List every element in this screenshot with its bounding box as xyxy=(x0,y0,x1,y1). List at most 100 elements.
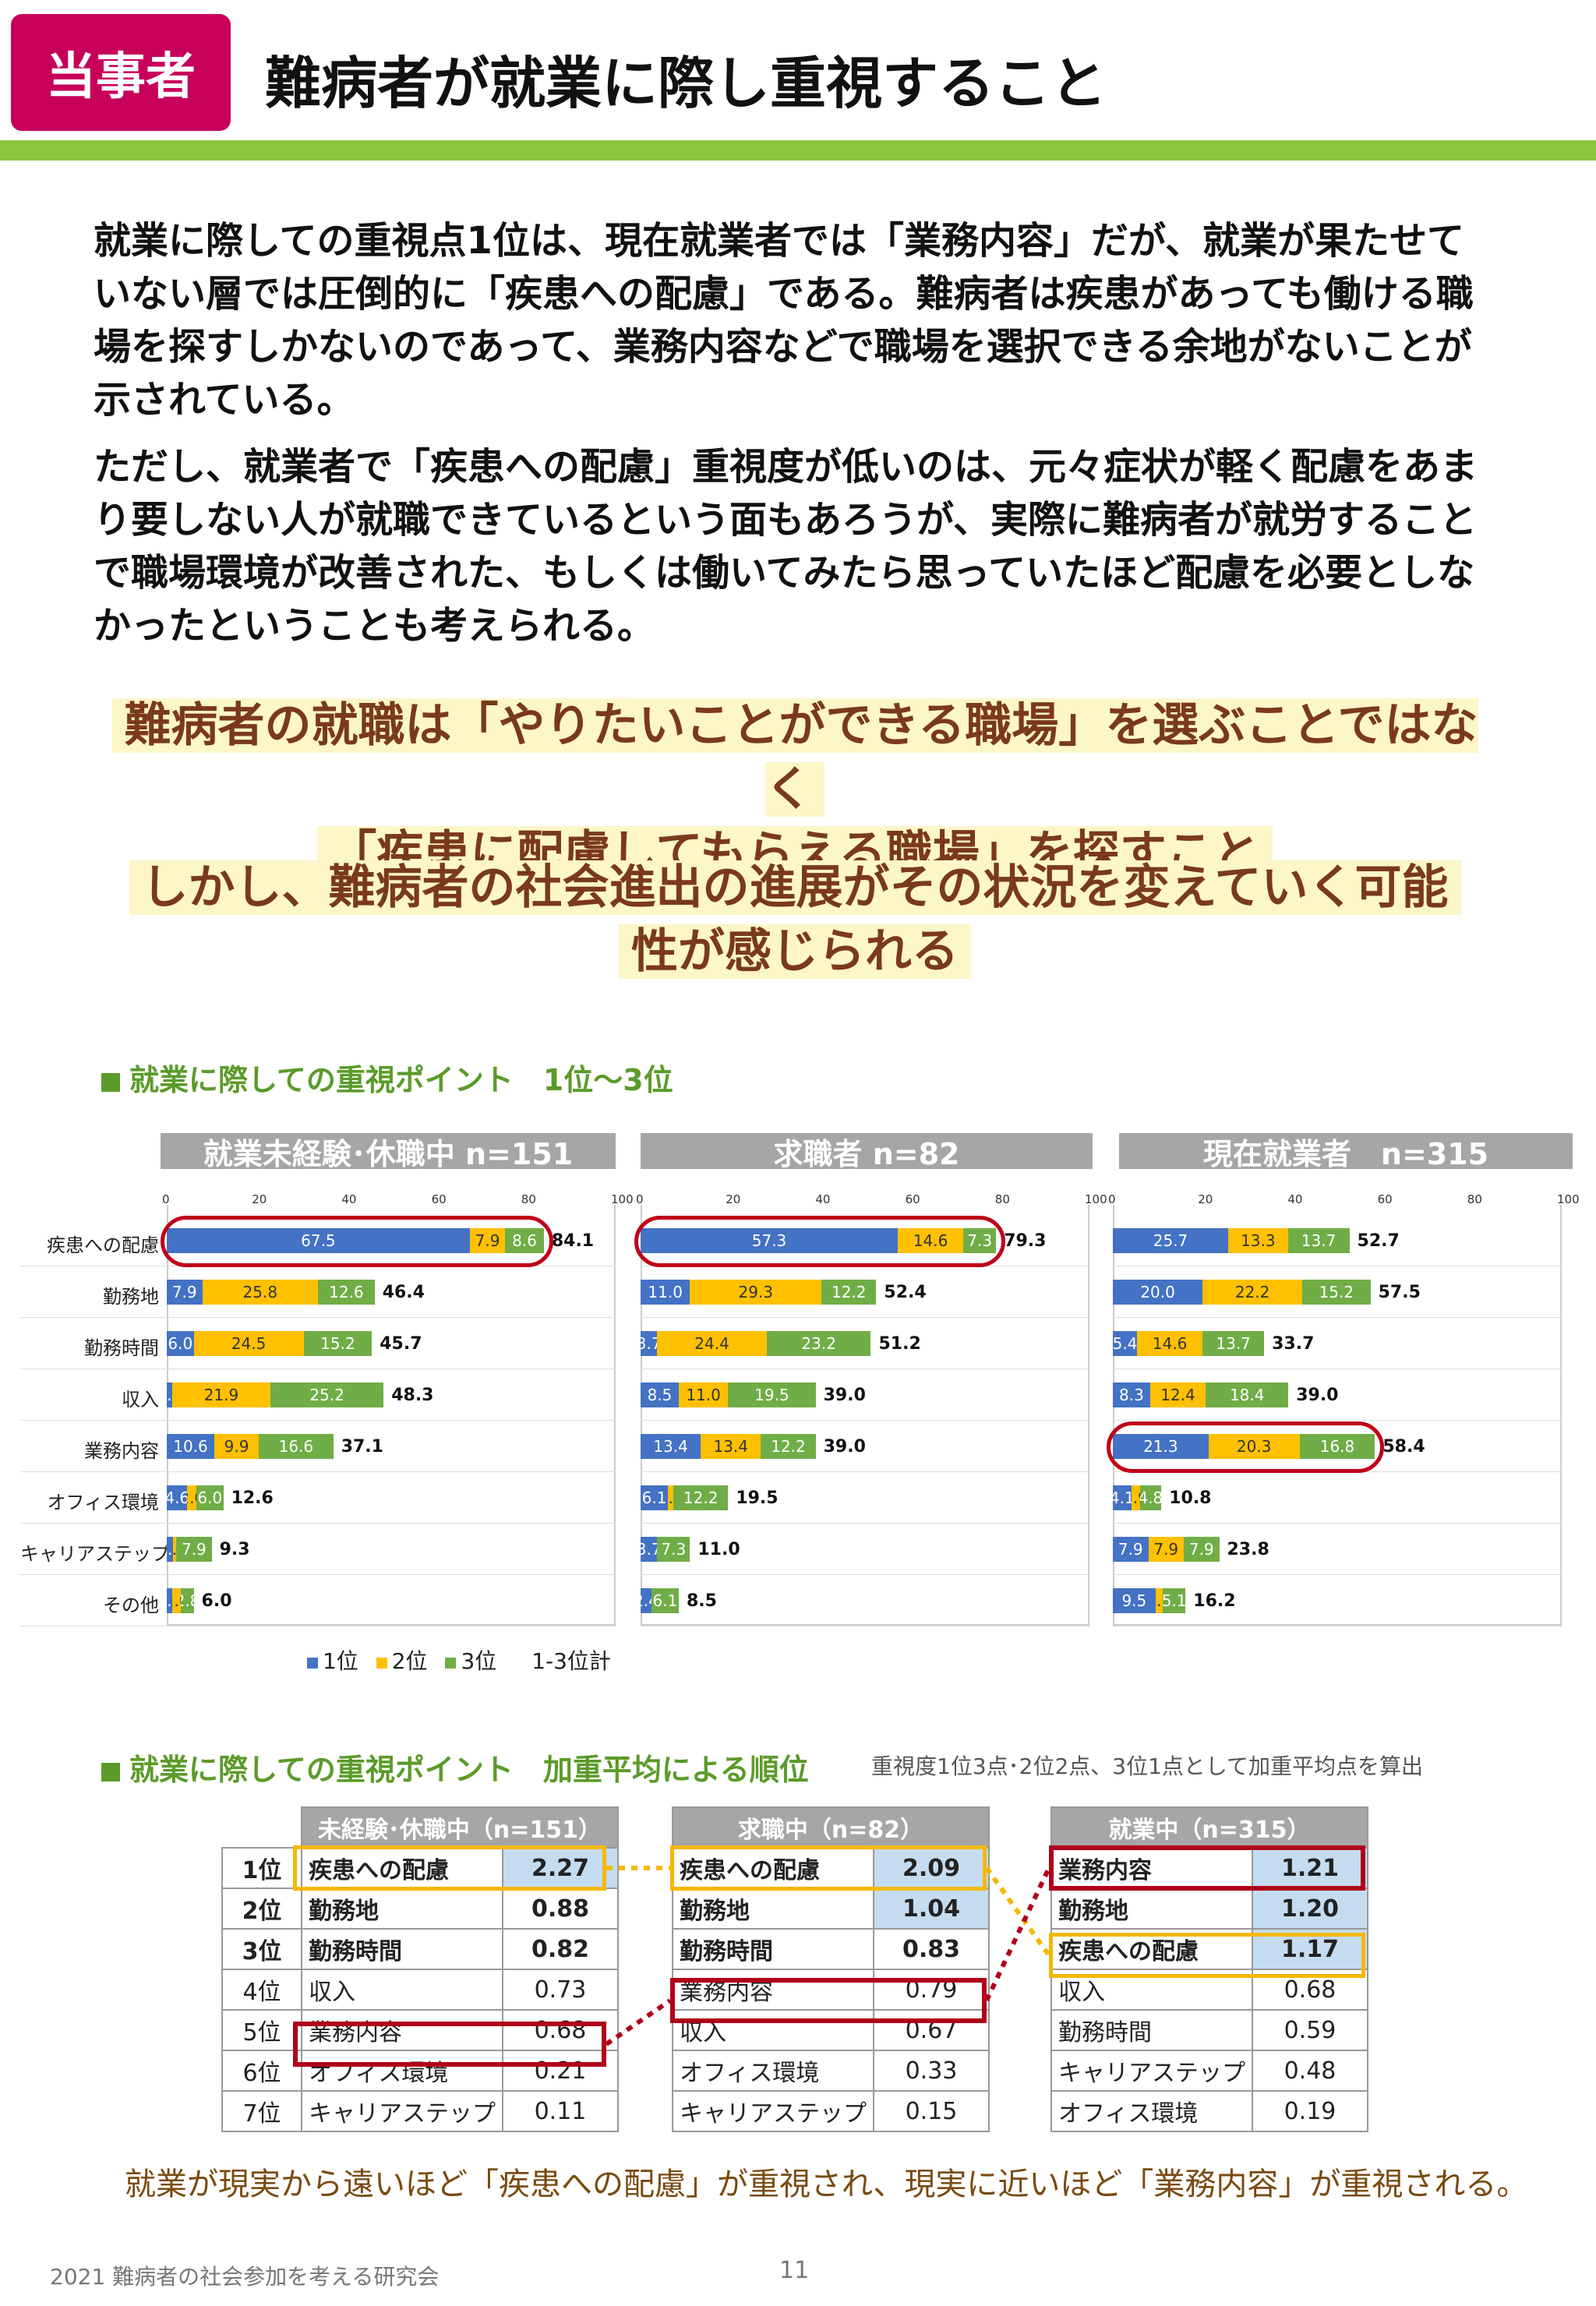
table-row: 4位 収入 0.73 xyxy=(221,1969,619,2011)
row-gridline xyxy=(20,1574,616,1575)
header-divider xyxy=(0,140,1596,161)
bar-segment-rank1: 13.4 xyxy=(641,1434,701,1459)
row-gridline xyxy=(20,1420,616,1421)
total-label: 8.5 xyxy=(686,1591,717,1611)
bar-segment-rank3: 2.8 xyxy=(181,1588,194,1613)
total-label: 58.4 xyxy=(1382,1437,1425,1457)
bar-segment-rank1: 7.9 xyxy=(1113,1537,1149,1562)
bar-segment-rank2: 25.8 xyxy=(202,1280,319,1305)
bar-segment-rank1: 4.1 xyxy=(1113,1485,1132,1510)
total-label: 46.4 xyxy=(382,1283,425,1302)
highlight-ring xyxy=(1107,1421,1385,1473)
item-cell: 勤務地 xyxy=(672,1888,874,1930)
value-cell: 0.19 xyxy=(1252,2090,1368,2132)
highlight-box-work-content xyxy=(670,1978,987,2023)
section-2-heading: 就業に際しての重視ポイント 加重平均による順位 xyxy=(101,1746,809,1789)
category-label: 疾患への配慮 xyxy=(47,1234,159,1256)
row-gridline xyxy=(20,1523,616,1524)
total-label: 79.3 xyxy=(1004,1231,1047,1251)
bar-segment-rank2: 21.9 xyxy=(171,1383,271,1407)
bar-segment-rank3: 6.1 xyxy=(651,1588,679,1613)
plot-area xyxy=(641,1205,1089,1626)
item-cell: 勤務時間 xyxy=(301,1928,503,1970)
bar-segment-rank1: 25.7 xyxy=(1113,1228,1229,1253)
rank-cell: 1位 xyxy=(221,1847,302,1889)
table-row: オフィス環境 0.33 xyxy=(672,2050,990,2092)
legend-rank1: 1位 xyxy=(323,1648,358,1674)
table-row: 7位 キャリアステップ 0.11 xyxy=(221,2090,619,2132)
bar-segment-rank1: 3.7 xyxy=(641,1331,658,1356)
row-gridline xyxy=(641,1471,1089,1472)
row-gridline xyxy=(641,1420,1089,1421)
table-header: 就業中（n=315） xyxy=(1050,1806,1368,1849)
item-cell: キャリアステップ xyxy=(672,2090,874,2132)
x-tick-label: 100 xyxy=(611,1192,634,1206)
bar-segment-rank3: 19.5 xyxy=(728,1383,816,1407)
item-cell: 収入 xyxy=(301,1969,503,2011)
bar-segment-rank2: 20.3 xyxy=(1208,1434,1300,1459)
total-label: 10.8 xyxy=(1169,1488,1212,1508)
chart-legend: 1位 2位 3位 1-3位計 xyxy=(296,1644,611,1676)
table-unemployed: 未経験･休職中（n=151） 1位 疾患への配慮 2.27 2位 勤務地 0.88 3位… xyxy=(221,1806,619,2132)
total-label: 48.3 xyxy=(391,1386,434,1405)
bar-segment-rank2: 13.4 xyxy=(701,1434,761,1459)
paragraph-1: 就業に際しての重視点1位は、現在就業者では「業務内容」だが、就業が果たせていない… xyxy=(94,219,1474,422)
item-cell: 勤務地 xyxy=(301,1888,503,1930)
bar-segment-rank3: 4.8 xyxy=(1139,1485,1162,1510)
connector-work-content-2 xyxy=(984,1866,1051,2002)
bar-segment-rank1: 5.4 xyxy=(1113,1331,1138,1356)
bar-segment-rank3: 7.9 xyxy=(1184,1537,1220,1562)
highlight-2-line-2: 性が感じられる xyxy=(619,924,971,979)
item-cell: 勤務地 xyxy=(1050,1888,1253,1930)
table-job-seekers: 求職中（n=82） 疾患への配慮 2.09 勤務地 1.04 勤務時間 0.83 業務… xyxy=(672,1806,990,2132)
legend-rank2: 2位 xyxy=(391,1648,428,1674)
category-label: オフィス環境 xyxy=(47,1492,159,1513)
bar-segment-rank3: 7.3 xyxy=(657,1537,690,1562)
chart-title-2: 求職者 n=82 xyxy=(641,1133,1093,1171)
value-cell: 0.11 xyxy=(502,2090,619,2132)
item-cell: キャリアステップ xyxy=(1050,2050,1253,2092)
weighting-note: 重視度1位3点･2位2点、3位1点として加重平均点を算出 xyxy=(871,1753,1424,1779)
rank-cell: 4位 xyxy=(221,1969,302,2011)
chart-title-3: 現在就業者 n=315 xyxy=(1119,1133,1573,1171)
total-label: 11.0 xyxy=(697,1540,740,1559)
total-label: 84.1 xyxy=(551,1231,595,1251)
total-label: 37.1 xyxy=(341,1437,383,1457)
x-tick-label: 60 xyxy=(905,1192,920,1206)
connector-disease-care-2 xyxy=(984,1866,1051,1957)
total-label: 33.7 xyxy=(1272,1334,1315,1354)
value-cell: 0.21 xyxy=(502,2050,619,2092)
paragraph-2: ただし、就業者で「疾患への配慮」重視度が低いのは、元々症状が軽く配慮をあまり要し… xyxy=(94,445,1478,648)
value-cell: 2.27 xyxy=(502,1847,619,1889)
value-cell: 0.33 xyxy=(873,2050,990,2092)
x-tick-label: 60 xyxy=(431,1192,447,1206)
total-label: 39.0 xyxy=(1296,1386,1339,1405)
bar-segment-rank2: 24.4 xyxy=(657,1331,767,1356)
rank-cell: 6位 xyxy=(221,2050,302,2092)
total-label: 23.8 xyxy=(1227,1540,1269,1559)
bar-segment-rank2: 14.6 xyxy=(1137,1331,1203,1356)
table-row: 勤務地 1.04 xyxy=(672,1888,990,1930)
value-cell: 0.88 xyxy=(502,1888,619,1930)
x-tick-label: 0 xyxy=(636,1192,644,1206)
total-label: 16.2 xyxy=(1193,1591,1236,1611)
bar-segment-rank2: 14.6 xyxy=(898,1228,964,1253)
x-tick-label: 80 xyxy=(521,1192,536,1206)
bar-segment-rank2: 22.2 xyxy=(1202,1280,1303,1305)
square-bullet-icon xyxy=(101,1072,120,1092)
row-gridline xyxy=(1113,1317,1562,1318)
table-row: 2位 勤務地 0.88 xyxy=(221,1888,619,1930)
value-cell: 0.59 xyxy=(1252,2009,1368,2051)
x-tick-label: 80 xyxy=(1467,1192,1482,1206)
x-tick-label: 100 xyxy=(1085,1192,1107,1206)
connector-work-content-1 xyxy=(605,1998,672,2046)
table-row: 業務内容 1.21 xyxy=(1050,1847,1368,1889)
bar-segment-rank2: 2.0 xyxy=(171,1588,182,1613)
total-label: 52.7 xyxy=(1357,1231,1400,1251)
table-row: キャリアステップ 0.15 xyxy=(672,2090,990,2132)
legend-swatch-rank3 xyxy=(445,1658,457,1669)
table-header: 未経験･休職中（n=151） xyxy=(301,1806,619,1849)
x-tick-label: 20 xyxy=(726,1192,741,1206)
bar-segment-rank1: 6.0 xyxy=(167,1331,194,1356)
rank-cell: 3位 xyxy=(221,1928,302,1970)
